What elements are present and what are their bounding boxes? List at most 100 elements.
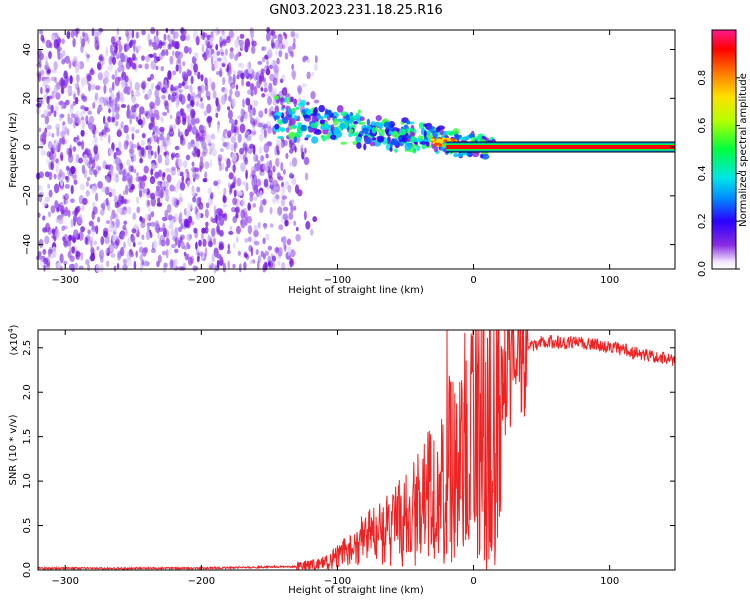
noise-speckle [263,81,268,88]
noise-speckle [239,39,245,49]
noise-speckle [155,65,159,71]
noise-speckle [183,29,187,36]
cluster-blob [446,130,454,135]
cluster-blob [311,114,318,123]
noise-speckle [50,205,56,214]
noise-speckle [87,161,91,169]
noise-speckle [290,31,296,38]
noise-speckle [141,29,146,36]
noise-speckle [221,32,227,40]
noise-speckle [277,36,283,43]
noise-speckle [114,176,118,183]
noise-speckle [106,100,113,108]
noise-speckle [141,55,145,61]
noise-speckle [65,175,69,181]
noise-speckle [215,225,221,233]
noise-speckle [194,173,200,180]
noise-speckle [228,76,234,86]
noise-speckle [125,140,129,146]
noise-speckle [186,68,191,77]
noise-speckle [222,76,226,86]
noise-speckle [278,41,284,50]
noise-speckle [263,87,268,93]
noise-speckle [96,246,100,251]
noise-speckle [260,250,264,258]
noise-speckle [161,139,166,147]
noise-speckle [53,61,58,71]
noise-speckle [274,194,280,200]
noise-speckle [145,55,151,62]
noise-speckle [111,74,116,80]
cluster-blob [370,121,377,127]
cluster-blob [351,132,358,137]
noise-speckle [192,196,197,203]
noise-speckle [142,116,146,126]
cluster-blob [295,106,300,110]
cluster-blob [357,109,361,114]
noise-speckle [265,233,270,241]
noise-speckle [259,74,262,85]
noise-speckle [262,237,266,245]
noise-speckle [44,235,50,245]
noise-speckle [280,198,286,207]
noise-speckle [45,61,49,67]
noise-speckle [170,152,176,159]
spectrogram-x-ticks: −300 −200 −100 0 100 [51,30,619,286]
noise-speckle [70,30,75,39]
noise-speckle [68,60,72,69]
noise-speckle [61,50,66,57]
noise-speckle [217,154,223,162]
noise-speckle [92,201,96,207]
noise-speckle [67,117,74,125]
noise-speckle [48,161,53,170]
noise-speckle [47,103,51,110]
y-tick-label: 2.5 [22,340,33,356]
noise-speckle [226,36,231,44]
noise-speckle [268,261,271,267]
cluster-blob [286,97,290,105]
noise-speckle [81,164,86,175]
cluster-blob [300,124,307,132]
noise-speckle [100,209,105,216]
noise-speckle [138,64,143,69]
noise-speckle [228,30,234,39]
noise-speckle [284,33,288,40]
noise-speckle [131,29,135,39]
cluster-blob [301,109,306,114]
noise-speckle [235,49,240,59]
noise-speckle [80,226,85,233]
noise-speckle [253,229,259,238]
noise-speckle [227,106,231,111]
noise-speckle [157,254,162,263]
noise-speckle [80,116,85,121]
noise-speckle [55,158,60,166]
noise-speckle [131,89,134,98]
noise-speckle [167,34,171,42]
cluster-blob [288,131,295,140]
cluster-blob [304,137,309,141]
noise-speckle [219,36,223,46]
noise-speckle [282,235,287,246]
noise-speckle [191,186,195,196]
noise-speckle [63,70,68,79]
noise-speckle [190,108,196,119]
noise-speckle [200,162,204,170]
noise-speckle [191,187,196,197]
cluster-blob [308,127,315,133]
noise-speckle [120,121,124,129]
noise-speckle [240,108,244,118]
cluster-blob [348,128,354,134]
noise-speckle [260,87,264,92]
noise-speckle [95,85,101,91]
noise-speckle [103,97,107,107]
noise-speckle [200,102,205,110]
noise-speckle [67,209,71,218]
noise-speckle [96,31,102,36]
noise-speckle [213,60,219,69]
noise-speckle [50,104,54,114]
cluster-blob [314,129,322,136]
cluster-blob [311,136,319,144]
noise-speckle [134,81,140,91]
noise-speckle [50,161,55,171]
y-tick-label: 40 [22,43,33,56]
